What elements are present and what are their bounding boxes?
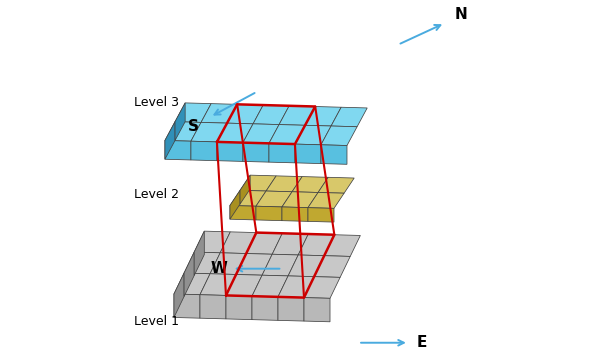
Polygon shape: [272, 233, 308, 255]
Polygon shape: [304, 277, 340, 298]
Polygon shape: [217, 142, 243, 161]
Polygon shape: [191, 122, 227, 142]
Polygon shape: [256, 206, 282, 221]
Polygon shape: [165, 122, 175, 159]
Polygon shape: [236, 253, 272, 275]
Polygon shape: [266, 176, 302, 192]
Polygon shape: [230, 190, 240, 219]
Polygon shape: [269, 124, 305, 144]
Text: Level 3: Level 3: [134, 96, 179, 109]
Polygon shape: [217, 123, 253, 143]
Polygon shape: [174, 294, 200, 318]
Polygon shape: [165, 141, 191, 160]
Polygon shape: [324, 235, 361, 256]
Polygon shape: [305, 107, 341, 126]
Polygon shape: [308, 193, 344, 208]
Polygon shape: [174, 273, 210, 295]
Polygon shape: [240, 175, 250, 204]
Polygon shape: [262, 254, 298, 276]
Polygon shape: [331, 107, 367, 127]
Polygon shape: [230, 206, 256, 220]
Polygon shape: [191, 141, 217, 161]
Polygon shape: [200, 274, 236, 296]
Polygon shape: [227, 104, 263, 124]
Polygon shape: [269, 143, 295, 163]
Polygon shape: [278, 276, 314, 298]
Polygon shape: [240, 175, 276, 191]
Polygon shape: [321, 126, 357, 146]
Text: N: N: [455, 7, 468, 21]
Polygon shape: [295, 144, 321, 163]
Polygon shape: [200, 295, 226, 319]
Text: S: S: [188, 119, 199, 134]
Polygon shape: [318, 177, 354, 193]
Polygon shape: [175, 103, 185, 141]
Polygon shape: [243, 124, 279, 143]
Polygon shape: [220, 232, 257, 253]
Polygon shape: [165, 122, 201, 141]
Polygon shape: [174, 273, 184, 317]
Text: W: W: [211, 261, 227, 276]
Polygon shape: [246, 233, 282, 254]
Polygon shape: [230, 190, 266, 206]
Polygon shape: [321, 145, 347, 164]
Polygon shape: [201, 104, 237, 123]
Polygon shape: [184, 252, 220, 274]
Polygon shape: [226, 274, 262, 296]
Polygon shape: [292, 177, 328, 193]
Polygon shape: [243, 143, 269, 162]
Polygon shape: [278, 297, 304, 321]
Polygon shape: [308, 207, 334, 222]
Polygon shape: [175, 103, 211, 122]
Polygon shape: [194, 231, 230, 253]
Text: E: E: [416, 335, 427, 350]
Polygon shape: [256, 191, 292, 207]
Polygon shape: [279, 106, 315, 125]
Polygon shape: [298, 234, 334, 256]
Polygon shape: [184, 252, 194, 297]
Polygon shape: [226, 296, 252, 320]
Polygon shape: [282, 192, 318, 207]
Polygon shape: [295, 125, 331, 145]
Polygon shape: [253, 105, 289, 124]
Polygon shape: [288, 255, 324, 277]
Text: Level 1: Level 1: [134, 314, 179, 328]
Polygon shape: [252, 296, 278, 320]
Polygon shape: [304, 298, 330, 322]
Polygon shape: [252, 275, 288, 297]
Polygon shape: [314, 256, 350, 277]
Polygon shape: [194, 231, 204, 276]
Text: Level 2: Level 2: [134, 188, 179, 201]
Polygon shape: [210, 253, 246, 274]
Polygon shape: [282, 207, 308, 221]
